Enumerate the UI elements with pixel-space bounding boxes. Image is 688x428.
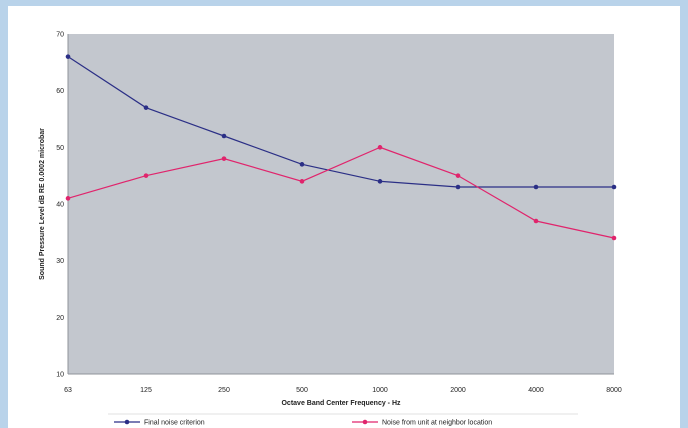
legend: Final noise criterion Noise from unit at … [114,420,492,427]
data-point-series-2 [377,145,383,150]
data-point-series-1 [143,105,149,110]
data-point-series-1 [533,184,539,190]
series-lines [67,56,615,239]
y-tick-label: 20 [56,315,64,322]
data-point-series-1 [221,133,227,139]
x-tick-labels: 63 125 250 500 1000 2000 4000 8000 [64,387,622,394]
y-tick-label: 50 [56,145,64,152]
x-tick-label: 250 [218,387,230,394]
data-point-series-2 [611,235,617,241]
data-point-series-2 [299,179,305,184]
series-line-1 [67,56,614,188]
y-tick-labels: 10 20 30 40 50 60 70 [56,32,64,379]
y-tick-label: 30 [56,258,64,265]
x-tick-label: 125 [140,387,152,394]
legend-label-2: Noise from unit at neighbor location [382,420,492,427]
data-point-series-1 [65,54,71,59]
y-axis-title: Sound Pressure Level dB RE 0.0002 microb… [39,128,46,280]
data-point-series-2 [143,173,149,178]
series-line-2 [67,146,615,239]
plot-area [68,34,614,374]
data-point-series-1 [611,184,617,190]
data-point-series-2 [65,196,71,201]
data-point-series-2 [533,218,539,224]
x-axis-title: Octave Band Center Frequency - Hz [281,400,401,407]
x-tick-label: 500 [296,387,308,394]
data-point-series-1 [299,162,305,167]
y-tick-label: 70 [56,32,64,39]
legend-marker-1 [124,419,130,425]
data-point-series-1 [377,179,383,184]
legend-label-1: Final noise criterion [144,420,205,427]
x-tick-label: 1000 [372,387,388,394]
data-point-series-2 [221,156,227,161]
x-tick-label: 63 [64,387,72,394]
series-points [65,54,617,241]
x-tick-label: 8000 [606,387,622,394]
data-point-series-1 [455,184,461,190]
x-tick-label: 4000 [528,387,544,394]
y-tick-label: 60 [56,88,64,95]
x-tick-label: 2000 [450,387,466,394]
legend-marker-2 [362,419,368,425]
y-tick-label: 40 [56,202,64,209]
data-point-series-2 [455,173,461,178]
y-tick-label: 10 [56,372,64,379]
